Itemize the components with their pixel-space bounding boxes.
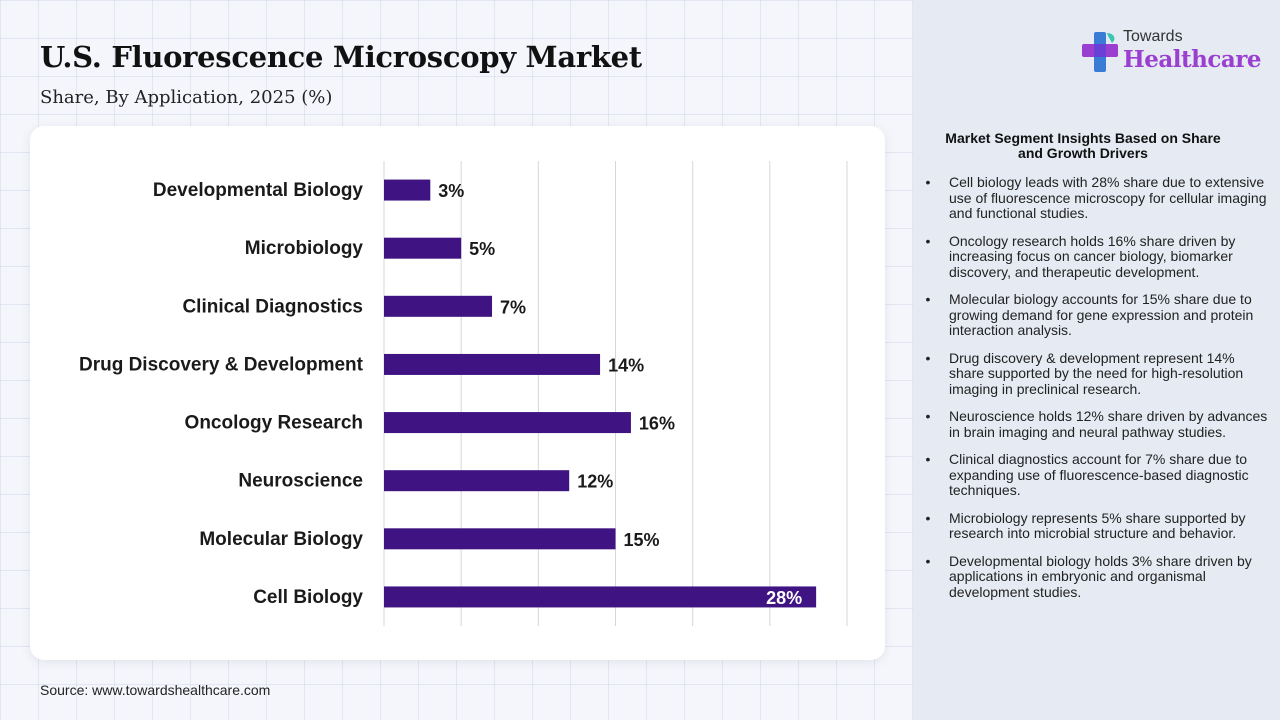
insight-text: Microbiology represents 5% share support… — [949, 509, 1246, 541]
bar — [384, 179, 431, 201]
insight-item: • Microbiology represents 5% share suppor… — [926, 509, 1269, 542]
bar — [384, 237, 462, 259]
insight-item: • Oncology research holds 16% share drive… — [926, 232, 1269, 281]
insight-text: Oncology research holds 16% share driven… — [949, 232, 1236, 280]
bar-chart: Developmental Biology 3% Microbiology 5% Cli… — [79, 161, 848, 626]
bullet-icon: • — [925, 232, 931, 249]
bullet-icon: • — [925, 509, 931, 526]
bar — [384, 528, 616, 550]
brand-logo[interactable]: Towards Healthcare — [1081, 26, 1262, 76]
bar — [384, 470, 570, 492]
category-label: Microbiology — [245, 238, 364, 259]
category-label: Neuroscience — [238, 471, 363, 492]
page-subtitle: Share, By Application, 2025 (%) — [40, 87, 333, 108]
panel-heading: Market Segment Insights Based on Share a… — [945, 130, 1221, 161]
data-label: 3% — [438, 181, 464, 201]
data-label: 28% — [766, 588, 802, 608]
bullet-icon: • — [925, 451, 931, 467]
chart-card: Developmental Biology 3% Microbiology 5% Cli… — [30, 126, 885, 660]
bullet-icon: • — [925, 408, 931, 424]
bullet-icon: • — [925, 552, 931, 569]
data-label: 7% — [500, 297, 526, 317]
data-label: 5% — [469, 239, 495, 259]
category-label: Clinical Diagnostics — [182, 296, 363, 317]
insight-item: • Clinical diagnostics account for 7% sha… — [926, 451, 1269, 499]
source-note: Source: www.towardshealthcare.com — [40, 682, 271, 698]
category-label: Oncology Research — [185, 413, 363, 434]
insights-list: • Cell biology leads with 28% share due t… — [923, 174, 1269, 612]
insight-item: • Developmental biology holds 3% share dr… — [926, 552, 1269, 601]
page-title: U.S. Fluorescence Microscopy Market — [40, 40, 642, 74]
bar — [384, 353, 601, 375]
data-label: 12% — [577, 472, 613, 492]
insight-item: • Neuroscience holds 12% share driven by … — [926, 408, 1269, 440]
category-label: Drug Discovery & Development — [79, 354, 364, 375]
data-label: 16% — [639, 414, 675, 434]
insight-text: Developmental biology holds 3% share dri… — [949, 552, 1252, 600]
bullet-icon: • — [925, 291, 931, 307]
category-label: Cell Biology — [253, 587, 363, 608]
logo-text-main: Healthcare — [1123, 46, 1262, 73]
category-label: Developmental Biology — [153, 180, 364, 201]
insight-text: Molecular biology accounts for 15% share… — [949, 291, 1254, 338]
insight-text: Neuroscience holds 12% share driven by a… — [949, 408, 1268, 440]
bullet-icon: • — [925, 174, 931, 190]
insight-item: • Molecular biology accounts for 15% shar… — [926, 291, 1269, 339]
insight-text: Cell biology leads with 28% share due to… — [949, 174, 1267, 221]
data-label: 14% — [608, 355, 644, 375]
logo-text-top: Towards — [1123, 28, 1183, 45]
insight-text: Drug discovery & development represent 1… — [949, 349, 1244, 397]
bar — [384, 412, 631, 434]
cross-logo-icon — [1082, 32, 1118, 72]
bar — [384, 586, 817, 608]
bullet-icon: • — [925, 349, 931, 366]
category-label: Molecular Biology — [199, 529, 363, 550]
insights-panel: Towards Healthcare Market Segment Insigh… — [913, 0, 1280, 720]
insight-text: Clinical diagnostics account for 7% shar… — [949, 451, 1249, 498]
bar — [384, 295, 493, 317]
insight-item: • Drug discovery & development represent … — [926, 349, 1269, 398]
insight-item: • Cell biology leads with 28% share due t… — [926, 174, 1269, 222]
data-label: 15% — [624, 530, 660, 550]
